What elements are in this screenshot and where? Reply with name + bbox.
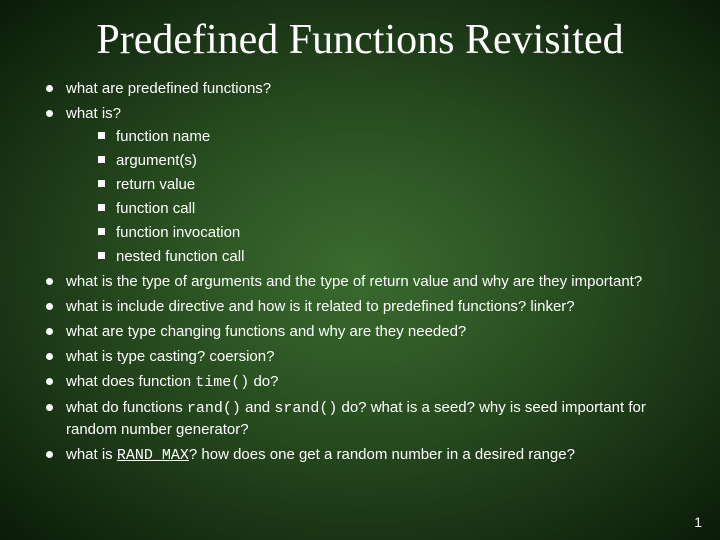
bullet-text: what is type casting? coersion?: [66, 348, 274, 365]
bullet-text: ? how does one get a random number in a …: [189, 446, 575, 463]
sub-list-item: argument(s): [94, 150, 690, 171]
bullet-text: what does function: [66, 373, 195, 390]
sub-bullet-text: nested function call: [116, 248, 244, 265]
bullet-text: what is: [66, 446, 117, 463]
bullet-text: and: [241, 399, 274, 416]
code-text: RAND_MAX: [117, 447, 189, 464]
list-item: what are type changing functions and why…: [40, 321, 690, 342]
bullet-text: do?: [249, 373, 278, 390]
sub-bullet-text: function invocation: [116, 224, 240, 241]
code-text: rand(): [187, 400, 241, 417]
sub-bullet-text: function call: [116, 200, 195, 217]
bullet-text: what is include directive and how is it …: [66, 298, 575, 315]
list-item: what is type casting? coersion?: [40, 346, 690, 367]
list-item: what is the type of arguments and the ty…: [40, 271, 690, 292]
list-item: what are predefined functions?: [40, 78, 690, 99]
slide-content: what are predefined functions? what is? fu…: [0, 78, 720, 466]
sub-bullet-list: function name argument(s) return value func…: [66, 126, 690, 267]
slide-title: Predefined Functions Revisited: [0, 0, 720, 78]
sub-list-item: function invocation: [94, 222, 690, 243]
sub-list-item: nested function call: [94, 246, 690, 267]
list-item: what is RAND_MAX? how does one get a ran…: [40, 444, 690, 466]
bullet-text: what is?: [66, 105, 121, 122]
sub-list-item: return value: [94, 174, 690, 195]
slide: Predefined Functions Revisited what are …: [0, 0, 720, 540]
bullet-text: what are predefined functions?: [66, 80, 271, 97]
code-text: srand(): [274, 400, 337, 417]
sub-bullet-text: argument(s): [116, 152, 197, 169]
bullet-text: what are type changing functions and why…: [66, 323, 466, 340]
list-item: what is include directive and how is it …: [40, 296, 690, 317]
sub-bullet-text: return value: [116, 176, 195, 193]
list-item: what do functions rand() and srand() do?…: [40, 397, 690, 440]
page-number: 1: [694, 514, 702, 530]
bullet-text: what do functions: [66, 399, 187, 416]
sub-bullet-text: function name: [116, 128, 210, 145]
bullet-list: what are predefined functions? what is? fu…: [40, 78, 690, 466]
list-item: what does function time() do?: [40, 371, 690, 393]
code-text: time(): [195, 374, 249, 391]
list-item: what is? function name argument(s) return v…: [40, 103, 690, 267]
sub-list-item: function call: [94, 198, 690, 219]
bullet-text: what is the type of arguments and the ty…: [66, 273, 642, 290]
sub-list-item: function name: [94, 126, 690, 147]
